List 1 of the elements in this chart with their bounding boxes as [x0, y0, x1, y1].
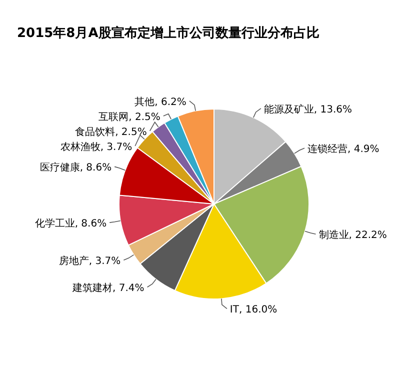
chart-title: 2015年8月A股宣布定增上市公司数量行业分布占比 [17, 25, 320, 41]
